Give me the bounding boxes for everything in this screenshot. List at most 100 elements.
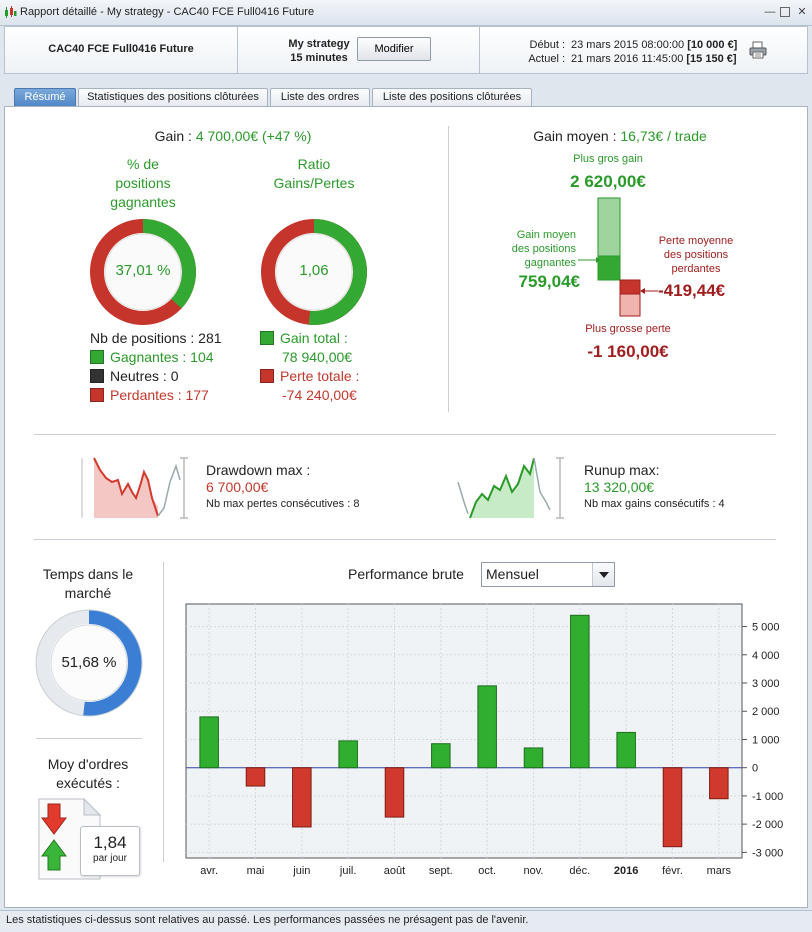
chart-ytick-label: 0 [752,763,758,775]
start-value: [10 000 €] [687,39,738,51]
disclaimer-text: Les statistiques ci-dessus sont relative… [6,914,529,926]
biggest-loss-label: Plus grosse perte [585,323,671,335]
gain-line: Gain : 4 700,00€ (+47 %) [100,128,366,144]
tab-closed-positions-stats[interactable]: Statistiques des positions clôturées [78,88,268,107]
strategy-info: My strategy 15 minutes [279,37,359,65]
runup-value: 13 320,00€ [584,479,655,495]
chart-bar [199,716,219,769]
instrument-name: CAC40 FCE Full0416 Future [48,43,194,55]
chart-xtick-label: juin [292,865,310,877]
window-title: Rapport détaillé - My strategy - CAC40 F… [20,6,315,18]
drawdown-consecutive: Nb max pertes consécutives : 8 [206,498,360,510]
period-select[interactable]: Mensuel [481,562,615,587]
runup-info: Runup max: 13 320,00€ Nb max gains consé… [584,462,725,513]
winning-pct-title: % de positions gagnantes [110,156,176,210]
winning-pct-donut [90,219,196,325]
chart-bar [523,747,544,769]
total-loss-value: -74 240,00€ [282,387,357,403]
gain-label: Gain : [154,128,192,144]
performance-bar-chart: -3 000 -2 000 -1 000 0 1 000 2 000 3 000 4 000 5… [185,603,783,877]
chart-bar [709,767,729,800]
current-label: Actuel : [528,53,565,65]
chart-xtick-label: nov. [524,865,544,877]
drawdown-info: Drawdown max : 6 700,00€ Nb max pertes c… [206,462,359,513]
chart-ytick-label: -1 000 [752,791,783,803]
printer-icon[interactable] [749,41,767,59]
maximize-icon[interactable] [780,7,790,17]
modify-button[interactable]: Modifier [357,37,431,61]
runup-title: Runup max: [584,462,660,478]
chart-xtick-label: sept. [429,865,453,877]
chart-xtick-label: oct. [478,865,496,877]
chart-xtick-label: 2016 [614,865,638,877]
app-candlestick-icon [5,6,17,18]
close-icon[interactable]: ✕ [797,6,807,18]
orders-value-box: 1,84 par jour [80,826,140,876]
chart-bar [245,767,266,787]
minimize-icon[interactable]: — [764,6,776,18]
avg-losing-value: -419,44€ [658,281,726,300]
total-gain-label: Gain total : [280,330,348,346]
market-time-donut [35,609,143,717]
chart-bar [292,767,312,828]
chart-bar [431,743,451,769]
neutrals-count: Neutres : 0 [110,368,179,384]
avg-gain-label: Gain moyen : [533,128,617,144]
current-value: [15 150 €] [686,53,737,65]
total-loss-label: Perte totale : [280,368,360,384]
chart-bar [616,731,636,769]
tab-orders-list[interactable]: Liste des ordres [270,88,370,107]
start-date: 23 mars 2015 08:00:00 [571,39,685,51]
chart-bar [384,767,405,818]
winning-pct-value: 37,01 % [115,262,171,279]
date-range: Début :23 mars 2015 08:00:00 [10 000 €] … [515,38,737,66]
chart-xtick-label: juil. [339,865,357,877]
losers-swatch [90,388,104,402]
period-selected-value: Mensuel [486,566,539,582]
orders-title: Moy d'ordres exécutés : [47,756,129,791]
chart-ytick-label: 4 000 [752,650,780,662]
chart-xtick-label: mars [707,865,732,877]
performance-title: Performance brute [348,566,464,582]
chart-xtick-label: mai [247,865,265,877]
total-gain-value: 78 940,00€ [282,349,353,365]
gain-loss-bars [578,197,641,317]
gain-value: 4 700,00€ (+47 %) [195,128,312,144]
positions-legend: Nb de positions : 281 Gagnantes : 104 Ne… [90,329,222,405]
chart-xtick-label: déc. [569,865,590,877]
gain-loss-legend: Gain total : 78 940,00€ Perte totale : -… [260,329,359,405]
avg-winning-value: 759,04€ [518,272,580,291]
market-time-value: 51,68 % [61,654,117,671]
positions-count: Nb de positions : 281 [90,330,222,346]
drawdown-title: Drawdown max : [206,462,311,478]
chart-ytick-label: 2 000 [752,706,780,718]
avg-gain-value: 16,73€ / trade [620,128,707,144]
ratio-donut [261,219,367,325]
tab-resume[interactable]: Résumé [14,88,76,107]
chart-bar [662,767,683,848]
winners-swatch [90,350,104,364]
runup-consecutive: Nb max gains consécutifs : 4 [584,498,725,510]
runup-sparkline [457,457,564,519]
ratio-title: Ratio Gains/Pertes [273,156,355,191]
losers-count: Perdantes : 177 [110,387,209,403]
chart-bar [477,685,497,769]
start-label: Début : [529,39,565,51]
total-loss-swatch [260,369,274,383]
strategy-timeframe: 15 minutes [290,52,348,64]
ratio-value: 1,06 [299,262,329,279]
tab-closed-positions-list[interactable]: Liste des positions clôturées [372,88,532,107]
chart-xtick-label: févr. [662,865,683,877]
neutrals-swatch [90,369,104,383]
biggest-gain-label: Plus gros gain [573,153,643,165]
chart-xtick-label: août [384,865,405,877]
chart-xtick-label: avr. [200,865,218,877]
report-header: CAC40 FCE Full0416 Future My strategy 15… [4,26,808,74]
title-bar: Rapport détaillé - My strategy - CAC40 F… [0,0,812,26]
dropdown-arrow-icon[interactable] [592,563,614,586]
avg-loss-arrow-icon [640,288,658,294]
avg-gain-line: Gain moyen : 16,73€ / trade [500,128,740,144]
current-date: 21 mars 2016 11:45:00 [571,53,684,65]
chart-ytick-label: -3 000 [752,847,783,859]
biggest-gain-value: 2 620,00€ [570,172,646,191]
